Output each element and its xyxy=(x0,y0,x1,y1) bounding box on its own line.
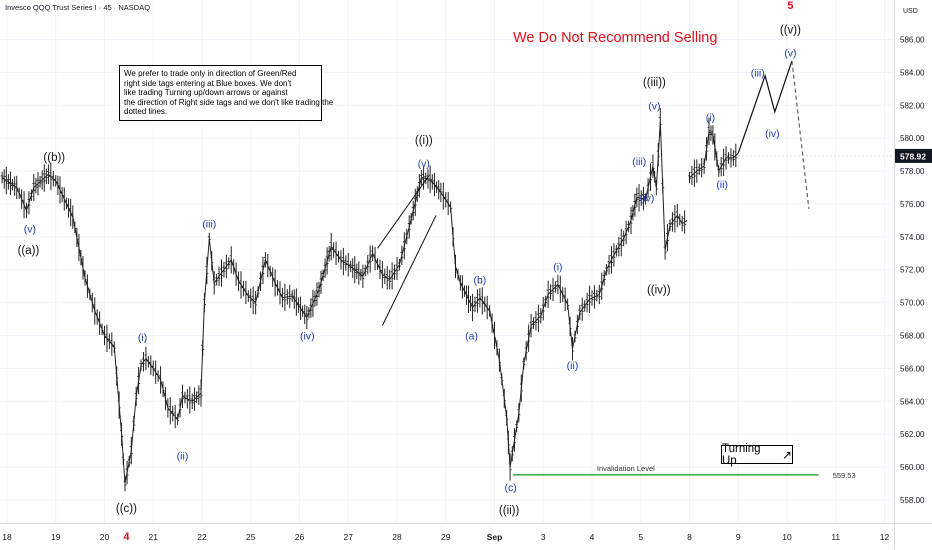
x-tick-label: 3 xyxy=(541,532,546,542)
y-tick-label: 572.00 xyxy=(900,266,925,275)
wave-label: (v) xyxy=(648,100,660,112)
y-tick-label: 582.00 xyxy=(900,101,925,110)
x-tick-label: 26 xyxy=(295,532,305,542)
wave-label: (v) xyxy=(24,224,36,236)
wave-label: ((i)) xyxy=(415,135,433,147)
y-tick-label: 586.00 xyxy=(900,35,925,44)
wave-label: (iii) xyxy=(202,219,216,231)
y-tick-label: 584.00 xyxy=(900,68,925,77)
wave-label: 4 xyxy=(123,531,130,543)
y-tick-label: 558.00 xyxy=(900,496,925,505)
wave-label: ((ii)) xyxy=(499,505,520,517)
price-series xyxy=(0,108,739,492)
wave-label: ((c)) xyxy=(116,503,137,515)
wave-label: (i) xyxy=(706,112,715,124)
wave-label: (c) xyxy=(504,482,516,494)
chart-title: Invesco QQQ Trust Series I · 45 · NASDAQ xyxy=(5,3,151,12)
invalidation-value: 559.53 xyxy=(833,471,856,480)
x-tick-label: 25 xyxy=(246,532,256,542)
y-tick-label: 564.00 xyxy=(900,397,925,406)
x-tick-label: 20 xyxy=(100,532,110,542)
projection-dashed-path xyxy=(791,60,810,209)
x-tick-label: 4 xyxy=(590,532,595,542)
projection-layer xyxy=(377,60,810,326)
arrow-up-right-icon: ↗ xyxy=(781,447,792,462)
last-price-label: 578.92 xyxy=(900,151,926,161)
wave-label: (i) xyxy=(138,332,147,344)
time-axis[interactable]: 18 19 20 21 22 25 26 27 28 29 Sep 3 4 5 8 9 10 11 12 xyxy=(2,532,889,542)
wedge-line xyxy=(381,215,437,326)
wave-label: (ii) xyxy=(567,360,579,372)
x-tick-label: 27 xyxy=(344,532,354,542)
x-tick-label: 8 xyxy=(687,532,692,542)
wave-label: (iv) xyxy=(640,192,655,204)
wave-label: (iii) xyxy=(751,67,765,79)
wave-label: ((iv)) xyxy=(647,284,671,296)
wave-label: 5 xyxy=(787,0,793,12)
x-tick-label: Sep xyxy=(487,532,503,542)
x-tick-label: 12 xyxy=(880,532,890,542)
wave-label: (iv) xyxy=(300,331,315,343)
y-tick-label: 570.00 xyxy=(900,299,925,308)
last-price-tag xyxy=(895,148,932,163)
turning-up-label: Turning Up xyxy=(722,442,761,467)
wave-label: (iii) xyxy=(632,156,646,168)
wave-label: (iv) xyxy=(765,128,780,140)
y-tick-label: 578.00 xyxy=(900,167,925,176)
y-tick-label: 580.00 xyxy=(900,134,925,143)
x-tick-label: 10 xyxy=(782,532,792,542)
turning-up-badge: Turning Up ↗ xyxy=(721,442,793,467)
trading-note: We prefer to trade only in direction of … xyxy=(119,65,334,121)
note-line: like trading Turning up/down arrows or a… xyxy=(124,88,288,98)
x-tick-label: 9 xyxy=(736,532,741,542)
wave-labels: ((b)) (v) ((a)) (i) ((c)) 4 (ii) (iii) (iv) ((i))… xyxy=(18,0,802,543)
wave-label: ((iii)) xyxy=(643,77,666,89)
x-tick-label: 11 xyxy=(831,532,840,542)
x-tick-label: 18 xyxy=(2,532,12,542)
price-axis[interactable]: USD 558.00 560.00 562.00 564.00 566.00 568.00 5… xyxy=(895,8,932,505)
wave-label: (v) xyxy=(784,48,796,60)
wave-label: (a) xyxy=(465,331,478,343)
wedge-line xyxy=(377,175,430,249)
y-tick-label: 576.00 xyxy=(900,200,925,209)
x-tick-label: 28 xyxy=(392,532,402,542)
x-tick-label: 5 xyxy=(638,532,643,542)
wave-label: (v) xyxy=(418,158,430,170)
warning-text: We Do Not Recommend Selling xyxy=(513,30,718,46)
x-tick-label: 22 xyxy=(197,532,207,542)
note-line: the direction of Right side tags and we … xyxy=(124,97,334,107)
wave-label: (b) xyxy=(473,275,486,287)
y-tick-label: 568.00 xyxy=(900,332,925,341)
note-line: We prefer to trade only in direction of … xyxy=(124,69,297,78)
x-tick-label: 29 xyxy=(441,532,451,542)
axis-unit: USD xyxy=(903,8,918,15)
wave-label: ((v)) xyxy=(780,25,801,37)
note-line: right side tags entering at Blue boxes. … xyxy=(124,78,292,88)
projection-path xyxy=(737,60,793,154)
wave-label: ((b)) xyxy=(43,152,65,164)
wave-label: ((a)) xyxy=(18,245,40,257)
invalidation-layer: Invalidation Level 559.53 xyxy=(513,464,856,480)
x-tick-label: 21 xyxy=(149,532,159,542)
wave-label: (i) xyxy=(553,261,562,273)
x-tick-label: 19 xyxy=(51,532,61,542)
y-tick-label: 560.00 xyxy=(900,463,925,472)
note-line: dotted lines. xyxy=(124,107,168,117)
wave-label: (ii) xyxy=(177,451,189,463)
invalidation-label: Invalidation Level xyxy=(597,464,655,473)
wave-label: (ii) xyxy=(716,179,728,191)
y-tick-label: 574.00 xyxy=(900,233,925,242)
y-tick-label: 566.00 xyxy=(900,364,925,373)
y-tick-label: 562.00 xyxy=(900,430,925,439)
